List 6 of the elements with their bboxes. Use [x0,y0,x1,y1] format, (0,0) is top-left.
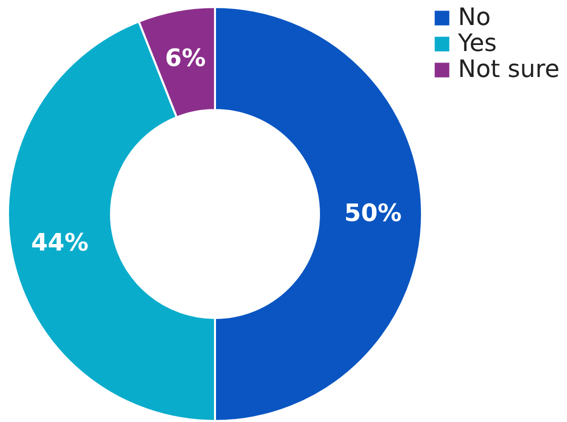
legend-label: No [458,3,491,31]
data-label: 50% [344,199,402,227]
data-label: 44% [31,228,89,257]
legend-label: Yes [457,29,497,57]
legend-label: Not sure [458,55,560,83]
data-label: 6% [165,44,206,72]
